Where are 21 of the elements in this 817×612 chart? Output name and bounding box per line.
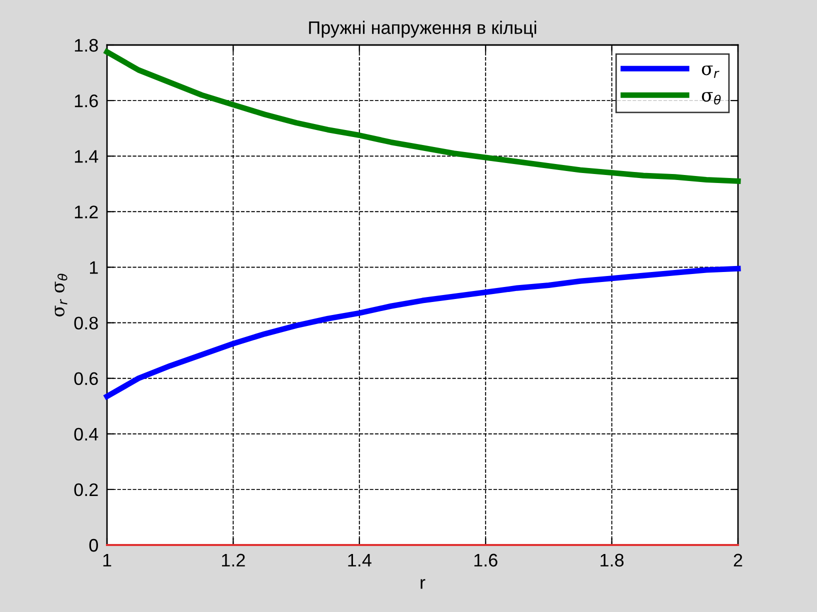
x-tick-label: 1.2: [222, 554, 245, 566]
chart-title: Пружні напруження в кільці: [309, 20, 536, 38]
y-tick-label: 1.4: [74, 150, 98, 163]
y-tick-label: 0.2: [74, 483, 98, 496]
y-tick-label: 0: [89, 538, 98, 552]
x-tick-label: 1.4: [348, 554, 372, 566]
y-axis-title: σ$_{r}$ σ$_{θ}$: [54, 274, 68, 316]
x-tick-label: 2: [734, 554, 742, 566]
y-tick-label: 1.8: [74, 38, 98, 52]
legend-label: σ$_{θ}$: [702, 92, 721, 105]
y-tick-label: 1.6: [74, 94, 98, 108]
x-tick-label: 1: [103, 554, 112, 566]
y-tick-label: 1.2: [74, 206, 98, 218]
y-tick-label: 1: [90, 261, 98, 274]
x-tick-label: 1.8: [600, 554, 624, 567]
x-axis-title: r: [420, 579, 426, 589]
x-tick-label: 1.6: [474, 554, 498, 567]
y-tick-label: 0.8: [74, 316, 98, 330]
legend-label: σ$_{r}$: [702, 66, 720, 78]
y-tick-label: 0.4: [74, 428, 98, 441]
y-tick-label: 0.6: [74, 372, 98, 386]
